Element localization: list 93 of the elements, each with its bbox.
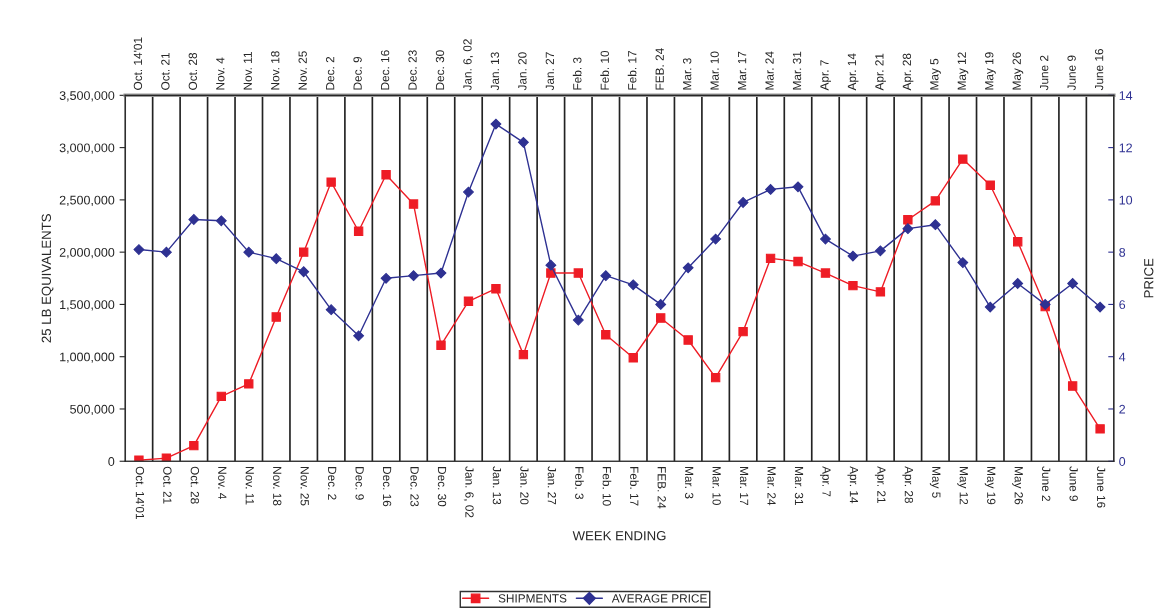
- category-label: Nov. 18: [273, 467, 282, 506]
- x-tick-label: Feb. 10: [600, 50, 609, 90]
- x-tick-label: Oct. 21: [161, 52, 170, 90]
- x-tick-label: Mar. 17: [738, 51, 747, 90]
- category-label: Jan. 6, 02: [463, 466, 474, 518]
- x-tick-label: FEB. 24: [655, 48, 664, 90]
- category-label: Dec. 2: [327, 467, 337, 500]
- category-label: May 5: [929, 467, 941, 498]
- y2-tick-label: 0: [1119, 457, 1126, 466]
- x-tick-label: Mar. 24: [765, 51, 774, 90]
- category-label: May 26: [1012, 467, 1023, 505]
- x-tick-label: May 19: [985, 52, 996, 90]
- y2-tick-label: 10: [1119, 195, 1133, 205]
- category-label: Oct. 21: [163, 466, 172, 504]
- x-tick-label: Apr. 28: [902, 53, 914, 91]
- category-label: Apr. 21: [874, 466, 886, 503]
- y2-axis-title: PRICE: [1144, 258, 1154, 298]
- x-tick-label: Apr. 7: [820, 60, 831, 91]
- category-label: Apr. 14: [847, 466, 859, 504]
- category-label: Mar. 3: [685, 467, 694, 499]
- category-label: FEB. 24: [657, 467, 666, 509]
- x-tick-label: June 16: [1094, 48, 1104, 91]
- category-label: Mar. 24: [767, 467, 776, 506]
- x-tick-label: Jan. 27: [545, 52, 555, 91]
- x-tick-label: Jan. 6, 02: [463, 39, 474, 91]
- y-tick-label: 2,500,000: [59, 195, 115, 206]
- category-label: Oct. 28: [190, 466, 200, 504]
- x-tick-label: June 9: [1067, 55, 1076, 91]
- y-tick-label: 1,500,000: [60, 300, 115, 311]
- category-label: Jan. 13: [492, 466, 502, 505]
- category-label: Nov. 11: [245, 467, 254, 505]
- category-label: Dec. 30: [437, 467, 447, 507]
- x-tick-label: May 5: [930, 58, 941, 90]
- y2-tick-label: 12: [1119, 143, 1132, 153]
- category-label: Feb. 17: [630, 467, 639, 506]
- x-tick-label: Dec. 2: [325, 56, 335, 90]
- x-tick-label: May 26: [1012, 52, 1024, 90]
- category-label: Mar. 10: [712, 467, 721, 506]
- category-label: Jan. 27: [547, 466, 557, 505]
- category-label: Oct. 14'01: [135, 466, 145, 519]
- x-tick-label: Apr. 14: [847, 53, 859, 91]
- category-label: May 19: [984, 467, 996, 505]
- category-label: Feb. 10: [602, 467, 612, 506]
- y-tick-label: 1,000,000: [60, 352, 115, 363]
- category-label: June 9: [1069, 466, 1078, 501]
- x-tick-label: Jan. 20: [518, 52, 527, 91]
- category-label: Nov. 25: [300, 467, 309, 506]
- x-tick-label: June 2: [1039, 55, 1049, 91]
- category-label: Apr. 7: [819, 466, 831, 497]
- x-tick-label: Mar. 3: [682, 58, 692, 90]
- category-label: Feb. 3: [575, 467, 584, 500]
- y-axis-title: 25 LB EQUIVALENTS: [41, 214, 54, 343]
- y2-tick-label: 2: [1119, 404, 1126, 414]
- x-tick-label: Feb. 3: [572, 57, 582, 90]
- category-label: Apr. 28: [902, 466, 914, 504]
- x-tick-label: Dec. 23: [408, 50, 417, 90]
- x-tick-label: Oct. 14'01: [133, 37, 143, 90]
- x-tick-label: Nov. 25: [298, 51, 307, 90]
- y-tick-label: 3,500,000: [59, 91, 115, 102]
- x-tick-label: Feb. 17: [627, 51, 637, 90]
- x-tick-label: Jan. 13: [490, 52, 500, 91]
- y2-tick-label: 4: [1118, 352, 1126, 362]
- x-tick-label: Dec. 16: [380, 50, 390, 90]
- x-tick-label: Oct. 28: [188, 52, 198, 90]
- x-axis-title: WEEK ENDING: [572, 531, 666, 541]
- category-label: Mar. 17: [739, 467, 749, 505]
- y-tick-label: 500,000: [70, 404, 115, 416]
- category-label: Dec. 23: [410, 467, 419, 507]
- x-tick-label: Mar. 31: [792, 51, 802, 90]
- category-label: May 12: [957, 467, 968, 505]
- y-tick-label: 0: [108, 457, 115, 466]
- x-tick-label: Nov. 11: [243, 52, 252, 90]
- category-label: Mar. 31: [794, 467, 804, 505]
- x-tick-label: Dec. 30: [435, 50, 445, 90]
- category-label: Nov. 4: [218, 467, 227, 500]
- category-label: Dec. 16: [382, 467, 392, 507]
- category-label: June 2: [1042, 466, 1051, 501]
- legend-label: AVERAGE PRICE: [611, 594, 707, 603]
- x-tick-label: May 12: [957, 52, 969, 90]
- x-tick-label: Apr. 21: [875, 53, 886, 91]
- y2-tick-label: 6: [1119, 300, 1126, 310]
- category-label: Dec. 9: [355, 467, 364, 500]
- y2-tick-label: 8: [1119, 247, 1126, 257]
- x-tick-label: Mar. 10: [710, 51, 719, 90]
- x-tick-label: Nov. 4: [216, 57, 225, 90]
- category-label: June 16: [1096, 466, 1106, 508]
- x-tick-label: Nov. 18: [271, 51, 280, 90]
- y2-tick-label: 14: [1119, 91, 1133, 100]
- y-tick-label: 3,000,000: [59, 143, 115, 154]
- y-tick-label: 2,000,000: [59, 247, 115, 259]
- legend-label: SHIPMENTS: [498, 594, 567, 603]
- category-label: Jan. 20: [520, 466, 529, 505]
- x-tick-label: Dec. 9: [353, 56, 362, 90]
